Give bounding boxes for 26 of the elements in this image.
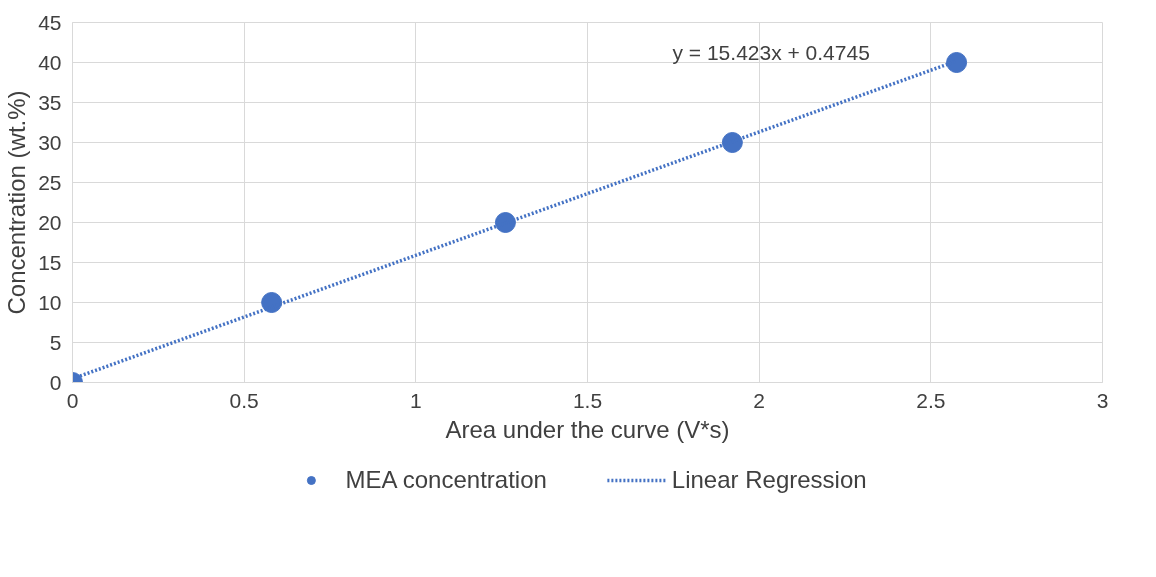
y-tick-label: 40 — [38, 50, 62, 74]
y-tick-label: 10 — [38, 290, 62, 314]
x-tick-label: 3 — [1096, 388, 1109, 412]
point — [946, 52, 968, 73]
x-tick-label: 2 — [753, 388, 766, 412]
y-tick-label: 5 — [49, 330, 62, 354]
x-tick-label: 1.5 — [572, 388, 603, 412]
y-tick-label: 45 — [38, 10, 62, 34]
y-tick-label: 20 — [38, 210, 62, 234]
x-tick-label: 1 — [409, 388, 422, 412]
point — [494, 212, 516, 233]
point — [261, 292, 283, 313]
x-tick-label: 0 — [66, 388, 79, 412]
y-axis-title: Concentration (wt.%) — [3, 90, 31, 315]
y-tick-label: 0 — [49, 370, 62, 394]
y-tick-label: 35 — [38, 90, 62, 114]
y-tick-label: 25 — [38, 170, 62, 194]
y-tick-label: 30 — [38, 130, 62, 154]
y-tick-label: 15 — [38, 250, 62, 274]
point — [721, 132, 743, 153]
legend-label: Linear Regression — [671, 466, 867, 494]
annotation: y = 15.423x + 0.4745 — [672, 41, 870, 64]
x-tick-label: 0.5 — [229, 388, 259, 412]
x-tick-label: 2.5 — [916, 388, 946, 412]
legend-label: MEA concentration — [345, 466, 547, 494]
x-axis-title: Area under the curve (V*s) — [445, 415, 730, 443]
